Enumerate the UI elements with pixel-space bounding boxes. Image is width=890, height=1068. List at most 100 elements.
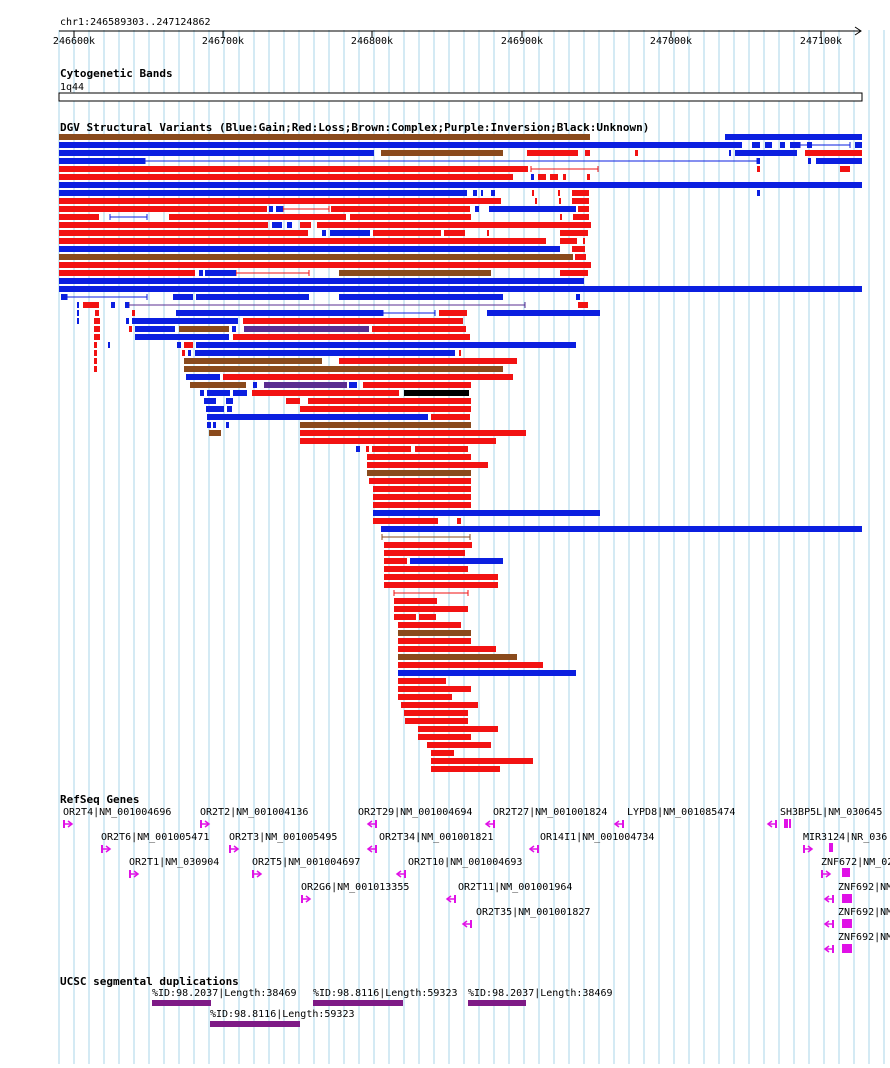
gene-label[interactable]: MIR3124|NR_036 [803, 832, 887, 843]
loss-variant[interactable] [757, 166, 760, 172]
loss-variant[interactable] [94, 318, 100, 324]
gene-label[interactable]: ZNF692|NM [838, 932, 890, 943]
loss-variant[interactable] [384, 558, 407, 564]
loss-variant[interactable] [398, 694, 452, 700]
loss-variant[interactable] [384, 566, 468, 572]
gain-variant[interactable] [356, 446, 360, 452]
loss-variant[interactable] [394, 598, 437, 604]
gain-variant[interactable] [59, 286, 862, 292]
gain-variant[interactable] [77, 310, 79, 316]
loss-variant[interactable] [59, 214, 99, 220]
gain-variant[interactable] [272, 222, 282, 228]
loss-variant[interactable] [94, 334, 100, 340]
gene-label[interactable]: ZNF692|NM [838, 882, 890, 893]
loss-variant[interactable] [372, 326, 466, 332]
complex-variant[interactable] [179, 326, 229, 332]
gain-variant[interactable] [475, 206, 479, 212]
gain-variant[interactable] [213, 422, 216, 428]
gain-variant[interactable] [287, 222, 292, 228]
gain-variant[interactable] [206, 406, 224, 412]
gene-arrow-left-icon[interactable] [484, 820, 495, 828]
gain-variant[interactable] [330, 230, 370, 236]
gain-variant[interactable] [227, 406, 232, 412]
segdup-label[interactable]: %ID:98.8116|Length:59323 [313, 988, 458, 999]
loss-variant[interactable] [384, 542, 472, 548]
loss-variant[interactable] [444, 230, 465, 236]
gene-label[interactable]: LYPD8|NM_001085474 [627, 807, 735, 818]
gain-variant[interactable] [196, 342, 576, 348]
loss-variant[interactable] [132, 310, 135, 316]
loss-variant[interactable] [300, 438, 496, 444]
loss-variant[interactable] [401, 702, 478, 708]
gene-arrow-left-icon[interactable] [613, 820, 624, 828]
gene-arrow-left-icon[interactable] [445, 895, 456, 903]
gene-label[interactable]: OR14I1|NM_001004734 [540, 832, 654, 843]
loss-variant[interactable] [367, 462, 488, 468]
loss-variant[interactable] [373, 494, 471, 500]
gain-variant[interactable] [233, 390, 247, 396]
loss-variant[interactable] [550, 174, 558, 180]
loss-variant[interactable] [405, 718, 468, 724]
gain-variant[interactable] [111, 302, 115, 308]
gain-variant[interactable] [59, 158, 145, 164]
loss-variant[interactable] [558, 190, 560, 196]
loss-variant[interactable] [59, 230, 308, 236]
gene-arrow-right-icon[interactable] [200, 820, 211, 828]
gain-variant[interactable] [735, 150, 797, 156]
loss-variant[interactable] [840, 166, 850, 172]
gain-variant[interactable] [59, 150, 374, 156]
loss-variant[interactable] [572, 246, 585, 252]
loss-variant[interactable] [457, 518, 461, 524]
gain-variant[interactable] [108, 342, 110, 348]
gain-variant[interactable] [276, 206, 283, 212]
loss-variant[interactable] [223, 374, 513, 380]
gain-variant[interactable] [125, 302, 129, 308]
segdup-label[interactable]: %ID:98.2037|Length:38469 [152, 988, 297, 999]
loss-variant[interactable] [331, 206, 470, 212]
loss-variant[interactable] [300, 430, 526, 436]
segdup-bar[interactable] [313, 1000, 403, 1006]
gene-arrow-left-icon[interactable] [766, 820, 777, 828]
gain-variant[interactable] [808, 158, 811, 164]
gain-variant[interactable] [195, 350, 455, 356]
inversion-variant[interactable] [264, 382, 347, 388]
loss-variant[interactable] [339, 358, 517, 364]
loss-variant[interactable] [59, 262, 591, 268]
loss-variant[interactable] [300, 222, 311, 228]
gain-variant[interactable] [807, 142, 812, 148]
gene-label[interactable]: OR2T34|NM_001001821 [379, 832, 493, 843]
loss-variant[interactable] [398, 646, 496, 652]
gain-variant[interactable] [531, 174, 534, 180]
gain-variant[interactable] [373, 510, 600, 516]
loss-variant[interactable] [431, 758, 533, 764]
gain-variant[interactable] [59, 142, 742, 148]
complex-variant[interactable] [59, 254, 573, 260]
loss-variant[interactable] [169, 214, 346, 220]
refseq-track[interactable]: OR2T4|NM_001004696 OR2T2|NM_001004136 OR2T… [63, 807, 890, 953]
gain-variant[interactable] [200, 390, 204, 396]
gene-label[interactable]: OR2G6|NM_001013355 [301, 882, 409, 893]
gene-label[interactable]: OR2T1|NM_030904 [129, 857, 219, 868]
loss-variant[interactable] [59, 166, 528, 172]
loss-variant[interactable] [418, 734, 471, 740]
loss-variant[interactable] [366, 446, 369, 452]
loss-variant[interactable] [398, 686, 471, 692]
gain-variant[interactable] [232, 326, 236, 332]
loss-variant[interactable] [559, 198, 561, 204]
loss-variant[interactable] [369, 478, 471, 484]
gain-variant[interactable] [339, 294, 503, 300]
gain-variant[interactable] [207, 422, 211, 428]
loss-variant[interactable] [286, 398, 300, 404]
gain-variant[interactable] [349, 382, 357, 388]
gene-arrow-right-icon[interactable] [63, 820, 74, 828]
loss-variant[interactable] [572, 190, 589, 196]
gain-variant[interactable] [59, 278, 584, 284]
gain-variant[interactable] [132, 318, 238, 324]
loss-variant[interactable] [317, 222, 591, 228]
loss-variant[interactable] [418, 726, 498, 732]
gain-variant[interactable] [135, 326, 175, 332]
cyto-band[interactable] [58, 92, 863, 102]
loss-variant[interactable] [94, 342, 97, 348]
loss-variant[interactable] [59, 270, 195, 276]
gene-arrow-right-icon[interactable] [101, 845, 112, 853]
